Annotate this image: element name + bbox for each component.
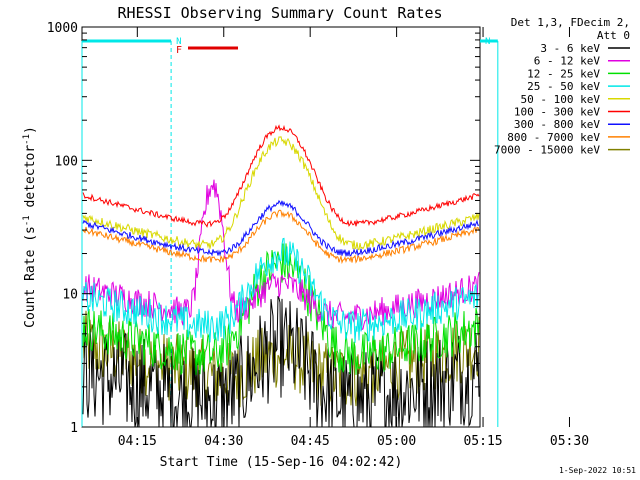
x-tick-label-2: 04:45 — [291, 434, 330, 449]
night-label: N — [176, 37, 181, 47]
series-line-3 — [82, 237, 480, 343]
chart-title: RHESSI Observing Summary Count Rates — [117, 4, 442, 22]
series-line-6 — [82, 199, 480, 257]
y-label-part-3: ) — [23, 126, 38, 134]
legend-label-2: 12 - 25 keV — [527, 67, 600, 80]
y-tick-label-1: 10 — [62, 288, 78, 303]
y-tick-label-0: 1 — [70, 421, 78, 436]
y-axis-label: Count Rate (s-1 detector-1) — [22, 126, 38, 328]
series-line-0 — [82, 295, 480, 428]
series-line-1 — [82, 179, 480, 331]
y-label-part-1: Count Rate (s — [23, 226, 38, 328]
flare-label: F — [176, 45, 182, 56]
night-marker-0: N — [81, 37, 182, 427]
legend-label-0: 3 - 6 keV — [540, 42, 600, 55]
y-label-part-2: detector — [23, 145, 38, 216]
y-tick-label-3: 1000 — [47, 21, 78, 36]
series-line-5 — [82, 124, 480, 228]
night-marker-1: N — [480, 37, 499, 427]
x-axis-label: Start Time (15-Sep-16 04:02:42) — [160, 455, 403, 470]
flare-marker: F — [176, 45, 238, 56]
y-tick-label-2: 100 — [55, 154, 78, 169]
axes: 1 10 100 1000 04:15 04:30 04:45 05:00 05:15 05:30 — [47, 21, 589, 449]
legend-label-8: 7000 - 15000 keV — [494, 144, 600, 157]
night-label: N — [485, 37, 490, 47]
y-label-sup-2: -1 — [22, 134, 32, 145]
legend-label-1: 6 - 12 keV — [534, 55, 601, 68]
timestamp: 1-Sep-2022 10:51 — [559, 466, 636, 475]
x-tick-label-1: 04:30 — [204, 434, 243, 449]
x-tick-label-0: 04:15 — [118, 434, 157, 449]
legend-label-3: 25 - 50 keV — [527, 80, 600, 93]
x-tick-label-3: 05:00 — [377, 434, 416, 449]
series-line-7 — [82, 209, 480, 265]
x-tick-label-4: 05:15 — [463, 434, 502, 449]
x-tick-label-5: 05:30 — [550, 434, 589, 449]
series-line-4 — [82, 136, 480, 251]
legend-label-5: 100 - 300 keV — [514, 106, 600, 119]
series-line-8 — [82, 310, 480, 409]
legend-header-2: Att 0 — [597, 29, 630, 42]
legend-label-4: 50 - 100 keV — [521, 93, 601, 106]
y-label-sup-1: -1 — [22, 215, 32, 226]
series-lines — [82, 124, 480, 428]
night-markers: N NF — [81, 37, 499, 427]
legend-header-1: Det 1,3, FDecim 2, — [511, 16, 630, 29]
legend-label-6: 300 - 800 keV — [514, 118, 600, 131]
legend-label-7: 800 - 7000 keV — [507, 131, 600, 144]
